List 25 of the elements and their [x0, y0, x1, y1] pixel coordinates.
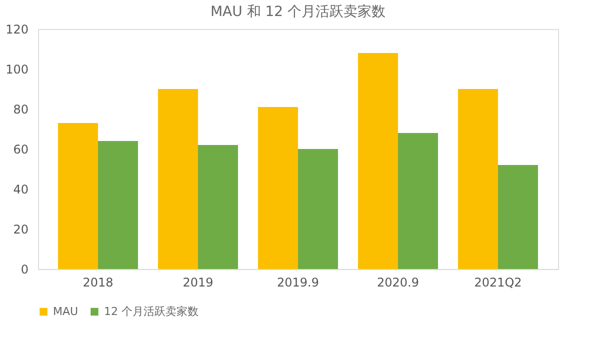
- chart-title: MAU 和 12 个月活跃卖家数: [210, 4, 386, 20]
- y-tick-label: 40: [13, 182, 28, 196]
- x-tick-label: 2019: [182, 276, 214, 290]
- bar: [398, 133, 438, 269]
- bar: [98, 141, 138, 269]
- y-tick-label: 60: [13, 142, 28, 156]
- bar: [258, 107, 298, 269]
- x-tick-label: 2020.9: [377, 276, 419, 290]
- y-tick-label: 0: [20, 262, 28, 276]
- y-tick-label: 80: [13, 102, 28, 116]
- bar: [458, 89, 498, 269]
- y-tick-label: 120: [6, 22, 28, 36]
- bar: [498, 165, 538, 269]
- x-tick-label: 2018: [82, 276, 114, 290]
- bar: [198, 145, 238, 269]
- legend-label: 12 个月活跃卖家数: [104, 304, 198, 318]
- bar: [298, 149, 338, 269]
- bar: [58, 123, 98, 269]
- bar: [358, 53, 398, 269]
- bar: [158, 89, 198, 269]
- legend-label: MAU: [53, 304, 78, 318]
- x-tick-label: 2021Q2: [474, 276, 522, 290]
- y-tick-label: 20: [13, 222, 28, 236]
- y-tick-label: 100: [6, 62, 28, 76]
- x-tick-label: 2019.9: [277, 276, 319, 290]
